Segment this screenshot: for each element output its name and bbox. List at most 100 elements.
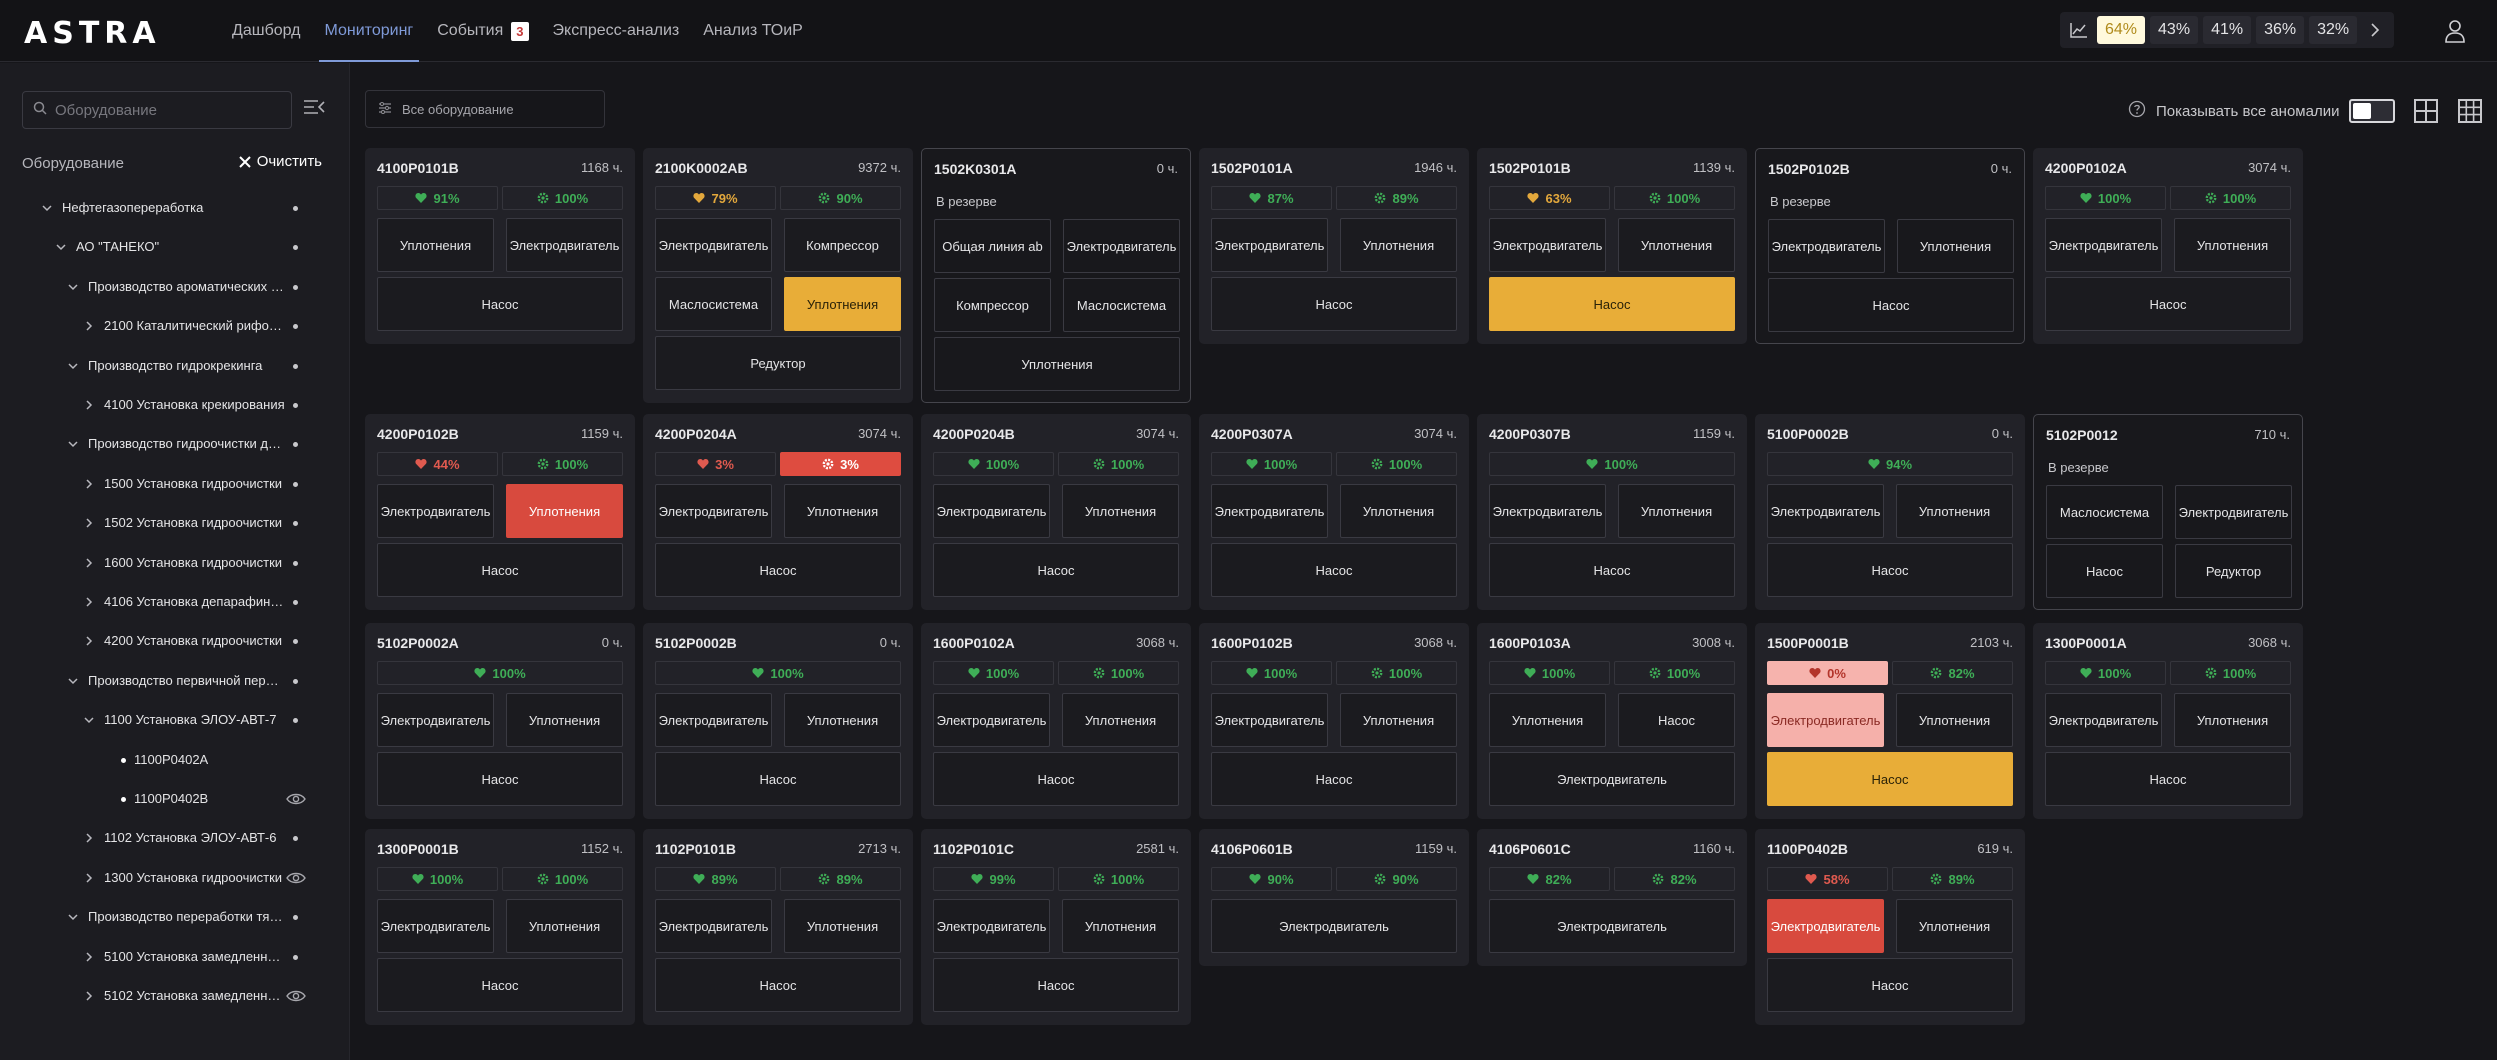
component-box[interactable]: Уплотнения — [2174, 218, 2291, 272]
component-box[interactable]: Насос — [933, 958, 1179, 1012]
chevron-right-icon[interactable] — [82, 477, 96, 491]
component-box[interactable]: Электродвигатель — [2045, 218, 2162, 272]
equipment-filter-dropdown[interactable]: Все оборудование — [365, 90, 605, 128]
chevron-right-icon[interactable] — [82, 595, 96, 609]
health-index-pill[interactable]: 99% — [933, 867, 1054, 891]
health-index-pill[interactable]: 100% — [377, 867, 498, 891]
equipment-card[interactable]: 1600P0103A 3008 ч. 100% 100% Уплотнения Насос… — [1477, 623, 1747, 819]
percentage-option[interactable]: 32% — [2309, 16, 2358, 44]
equipment-card[interactable]: 1102P0101C 2581 ч. 99% 100% Электродвигатель… — [921, 829, 1191, 1025]
tree-node[interactable]: 1100 Установка ЭЛОУ-АВТ-7 — [0, 705, 350, 735]
health-index-pill[interactable]: 44% — [377, 452, 498, 476]
equipment-card[interactable]: 4200P0307A 3074 ч. 100% 100% Электродвигател… — [1199, 414, 1469, 610]
chevron-right-icon[interactable] — [82, 319, 96, 333]
health-index-pill[interactable]: 79% — [655, 186, 776, 210]
equipment-card[interactable]: 1600P0102B 3068 ч. 100% 100% Электродвигател… — [1199, 623, 1469, 819]
component-box[interactable]: Насос — [933, 543, 1179, 597]
component-box[interactable]: Насос — [377, 277, 623, 331]
chevron-down-icon[interactable] — [66, 910, 80, 924]
component-box[interactable]: Электродвигатель — [2045, 693, 2162, 747]
component-box[interactable]: Насос — [1211, 543, 1457, 597]
component-box[interactable]: Насос — [1767, 752, 2013, 806]
component-box[interactable]: Уплотнения — [784, 277, 901, 331]
component-box[interactable]: Электродвигатель — [1211, 693, 1328, 747]
tree-node[interactable]: Производство гидрокрекинга — [0, 351, 350, 381]
tree-node[interactable]: 1100P0402A — [0, 745, 350, 775]
eye-icon[interactable] — [286, 871, 306, 885]
equipment-search-input[interactable] — [55, 101, 275, 119]
equipment-card[interactable]: 1502P0102B 0 ч. В резерве Электродвигатель У… — [1755, 148, 2025, 344]
equipment-card[interactable]: 5102P0012 710 ч. В резерве Маслосистема Элек… — [2033, 414, 2303, 610]
component-box[interactable]: Уплотнения — [1340, 218, 1457, 272]
clear-button[interactable]: Очистить — [238, 153, 322, 170]
percentage-option[interactable]: 41% — [2203, 16, 2252, 44]
chevron-down-icon[interactable] — [66, 359, 80, 373]
component-box[interactable]: Уплотнения — [934, 337, 1180, 391]
chart-line-icon[interactable] — [2066, 16, 2092, 44]
health-index-pill[interactable]: 100% — [1211, 452, 1332, 476]
tree-node[interactable]: 4100 Установка крекирования — [0, 390, 350, 420]
component-box[interactable]: Насос — [655, 752, 901, 806]
mechanical-index-pill[interactable]: 100% — [1614, 661, 1735, 685]
tree-node[interactable]: Нефтегазопереработка — [0, 193, 350, 223]
component-box[interactable]: Насос — [2045, 752, 2291, 806]
chevron-down-icon[interactable] — [66, 437, 80, 451]
mechanical-index-pill[interactable]: 100% — [2170, 186, 2291, 210]
component-box[interactable]: Электродвигатель — [655, 693, 772, 747]
equipment-card[interactable]: 1100P0402B 619 ч. 58% 89% Электродвигатель Уп… — [1755, 829, 2025, 1025]
component-box[interactable]: Уплотнения — [1062, 484, 1179, 538]
equipment-card[interactable]: 1300P0001A 3068 ч. 100% 100% Электродвигател… — [2033, 623, 2303, 819]
component-box[interactable]: Насос — [2045, 277, 2291, 331]
component-box[interactable]: Электродвигатель — [1489, 484, 1606, 538]
health-index-pill[interactable]: 100% — [1489, 661, 1610, 685]
mechanical-index-pill[interactable]: 100% — [502, 186, 623, 210]
component-box[interactable]: Электродвигатель — [1489, 899, 1735, 953]
component-box[interactable]: Насос — [1211, 752, 1457, 806]
equipment-card[interactable]: 5102P0002A 0 ч. 100% Электродвигатель Уплотн… — [365, 623, 635, 819]
tree-node[interactable]: 1600 Установка гидроочистки — [0, 548, 350, 578]
chevron-down-icon[interactable] — [82, 713, 96, 727]
tree-node[interactable]: 5102 Установка замедленного коксования — [0, 981, 350, 1011]
eye-icon[interactable] — [286, 989, 306, 1003]
equipment-card[interactable]: 2100K0002AB 9372 ч. 79% 90% Электродвигатель… — [643, 148, 913, 403]
health-index-pill[interactable]: 100% — [933, 661, 1054, 685]
health-index-pill[interactable]: 100% — [1489, 452, 1735, 476]
percentage-option[interactable]: 36% — [2256, 16, 2305, 44]
component-box[interactable]: Насос — [1618, 693, 1735, 747]
component-box[interactable]: Насос — [1768, 278, 2014, 332]
equipment-card[interactable]: 4200P0102A 3074 ч. 100% 100% Электродвигател… — [2033, 148, 2303, 344]
mechanical-index-pill[interactable]: 100% — [1336, 452, 1457, 476]
component-box[interactable]: Электродвигатель — [933, 693, 1050, 747]
mechanical-index-pill[interactable]: 100% — [2170, 661, 2291, 685]
component-box[interactable]: Электродвигатель — [1063, 219, 1180, 273]
component-box[interactable]: Электродвигатель — [1211, 899, 1457, 953]
mechanical-index-pill[interactable]: 100% — [1058, 867, 1179, 891]
component-box[interactable]: Насос — [1767, 958, 2013, 1012]
health-index-pill[interactable]: 100% — [933, 452, 1054, 476]
component-box[interactable]: Компрессор — [784, 218, 901, 272]
tree-node[interactable]: 1500 Установка гидроочистки — [0, 469, 350, 499]
component-box[interactable]: Насос — [933, 752, 1179, 806]
component-box[interactable]: Уплотнения — [1062, 693, 1179, 747]
component-box[interactable]: Электродвигатель — [1489, 752, 1735, 806]
component-box[interactable]: Уплотнения — [1896, 899, 2013, 953]
component-box[interactable]: Уплотнения — [506, 484, 623, 538]
health-index-pill[interactable]: 58% — [1767, 867, 1888, 891]
grid-small-view-icon[interactable] — [2457, 98, 2483, 124]
component-box[interactable]: Уплотнения — [1618, 484, 1735, 538]
chevron-right-icon[interactable] — [82, 831, 96, 845]
mechanical-index-pill[interactable]: 90% — [1336, 867, 1457, 891]
tree-node[interactable]: 4200 Установка гидроочистки — [0, 626, 350, 656]
component-box[interactable]: Уплотнения — [784, 693, 901, 747]
mechanical-index-pill[interactable]: 100% — [502, 452, 623, 476]
component-box[interactable]: Электродвигатель — [377, 484, 494, 538]
chevron-right-icon[interactable] — [82, 871, 96, 885]
component-box[interactable]: Электродвигатель — [377, 899, 494, 953]
chevron-right-icon[interactable] — [82, 950, 96, 964]
component-box[interactable]: Электродвигатель — [2175, 485, 2292, 539]
component-box[interactable]: Насос — [1211, 277, 1457, 331]
help-icon[interactable] — [2128, 100, 2146, 122]
mechanical-index-pill[interactable]: 82% — [1892, 661, 2013, 685]
mechanical-index-pill[interactable]: 100% — [1614, 186, 1735, 210]
equipment-card[interactable]: 4100P0101B 1168 ч. 91% 100% Уплотнения Электр… — [365, 148, 635, 344]
